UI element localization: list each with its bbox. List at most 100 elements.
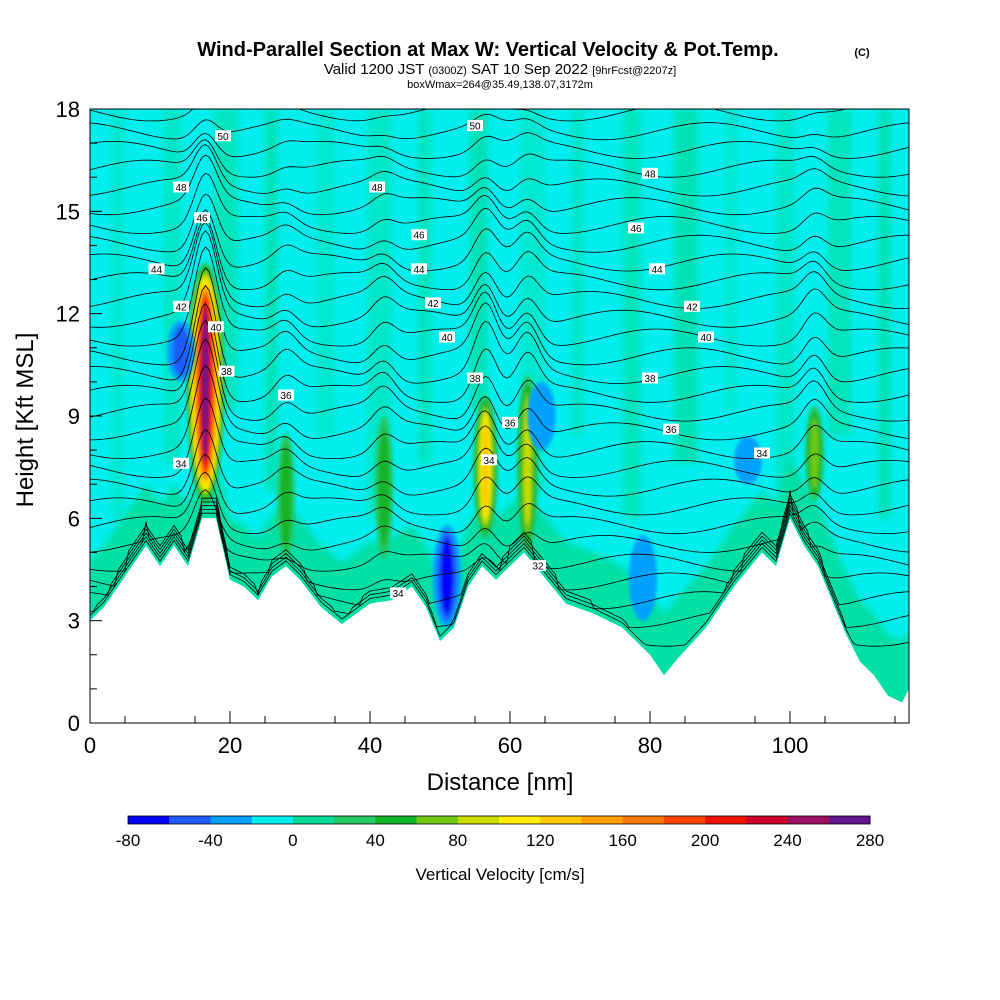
downdraft-core: [433, 525, 461, 628]
updraft-core: [277, 433, 295, 560]
contour-label: 50: [215, 130, 231, 143]
theta-contour-line: [90, 489, 909, 553]
contour-label: 34: [390, 587, 406, 600]
colorbar-swatch: [334, 816, 376, 824]
contour-label: 38: [218, 365, 235, 378]
contour-label-bg: [218, 365, 235, 377]
theta-contour-line: [90, 154, 909, 216]
contour-label-text: 50: [469, 122, 481, 133]
contour-label-text: 40: [441, 333, 453, 344]
contour-label-bg: [194, 212, 210, 224]
contour-label-text: 46: [196, 214, 208, 225]
colorbar-swatch: [375, 816, 418, 824]
contour-label-text: 34: [175, 459, 187, 470]
contour-label: 40: [208, 321, 224, 334]
contour-label-text: 48: [175, 183, 187, 194]
utc-time: (0300Z): [428, 65, 467, 77]
y-tick-label: 18: [56, 97, 80, 122]
colorbar-swatch: [540, 816, 582, 824]
contour-label-text: 40: [700, 333, 712, 344]
streak: [571, 109, 584, 437]
x-tick-label: 60: [498, 733, 522, 758]
contour-label-text: 36: [504, 418, 516, 429]
theta-contour-line: [90, 504, 909, 610]
colorbar-swatch: [828, 816, 871, 824]
contour-label-bg: [642, 167, 658, 179]
y-tick-label: 3: [68, 609, 80, 634]
colorbar-swatch: [251, 816, 294, 824]
contour-label: 46: [194, 212, 210, 225]
theta-contour-line: [90, 497, 909, 572]
valid-prefix: Valid 1200 JST: [324, 61, 424, 78]
contour-label-bg: [467, 120, 483, 132]
x-tick-label: 0: [84, 733, 96, 758]
updraft-core: [375, 416, 393, 560]
colorbar-swatch: [210, 816, 253, 824]
colorbar-swatch: [499, 816, 541, 824]
colorbar-tick-label: 280: [856, 831, 884, 850]
theta-contour-line: [90, 246, 909, 347]
y-axis-label: Height [Kft MSL]: [12, 333, 39, 508]
colorbar-tick-label: 160: [608, 831, 636, 850]
contour-label-text: 34: [483, 456, 495, 467]
x-tick-label: 80: [638, 733, 662, 758]
theta-contour-line: [90, 139, 909, 178]
valid-time-line: Valid 1200 JST (0300Z) SAT 10 Sep 2022 […: [324, 61, 676, 78]
contour-label-bg: [502, 416, 518, 428]
colorbar-swatch: [746, 816, 789, 824]
downdraft-core: [629, 535, 657, 621]
colorbar-label: Vertical Velocity [cm/s]: [415, 865, 584, 884]
box-info: boxWmax=264@35.49,138.07,3172m: [407, 79, 593, 91]
colorbar-tick-label: 240: [773, 831, 801, 850]
contour-label-bg: [173, 181, 189, 193]
contour-label: 46: [411, 229, 427, 242]
contour-label-bg: [278, 389, 294, 401]
contour-label: 32: [530, 560, 546, 573]
core-level: [172, 325, 190, 377]
theta-contour-line: [90, 230, 909, 328]
contour-label-text: 44: [151, 265, 163, 276]
colorbar-swatch: [622, 816, 665, 824]
contour-label-text: 42: [175, 302, 187, 313]
theta-contour-line: [90, 508, 909, 628]
contour-label-bg: [481, 454, 497, 466]
colorbar-swatch: [128, 816, 170, 824]
valid-date: SAT 10 Sep 2022: [471, 61, 588, 78]
contour-labels: 50 50 48 48 48 46 46 46 44 44 44 42 42 42 40 40 40 38 38 38…: [148, 120, 770, 600]
contour-label-bg: [411, 229, 427, 241]
core-level: [203, 310, 208, 457]
colorbar-swatch: [416, 816, 459, 824]
y-tick-label: 12: [56, 302, 80, 327]
theta-contour-line: [90, 319, 909, 422]
contour-label-text: 50: [217, 132, 229, 143]
downdraft-core: [167, 320, 195, 382]
contour-label: 34: [481, 454, 497, 467]
terrain: [90, 518, 909, 723]
x-axis-label: Distance [nm]: [427, 769, 574, 796]
contour-label: 48: [642, 167, 658, 180]
forecast-info: [9hrFcst@2207z]: [592, 65, 676, 77]
y-tick-label: 15: [56, 199, 80, 224]
streak: [316, 109, 335, 437]
contour-label-text: 42: [427, 299, 439, 310]
contour-label-bg: [215, 130, 231, 142]
theta-contour-line: [90, 193, 909, 253]
theta-contour-line: [90, 217, 909, 291]
colorbar-tick-label: 0: [288, 831, 297, 850]
contour-label-text: 32: [532, 562, 544, 573]
contour-label: 38: [642, 372, 658, 385]
contour-label-bg: [649, 263, 665, 275]
contour-label-bg: [425, 297, 441, 309]
colorbar-swatch: [169, 816, 211, 824]
theta-contour-line: [90, 209, 909, 272]
contour-label: 34: [754, 447, 770, 460]
plot-area: 50 50 48 48 48 46 46 46 44 44 44 42 42 42 40 40 40 38 38 38…: [90, 109, 909, 723]
contour-label-text: 48: [644, 169, 656, 180]
contour-label: 44: [148, 263, 165, 276]
streak: [776, 109, 795, 492]
theta-contour-line: [90, 397, 909, 478]
core-level: [280, 444, 292, 548]
contour-label-bg: [467, 372, 483, 384]
contour-label: 50: [467, 120, 483, 133]
x-tick-label: 40: [358, 733, 382, 758]
